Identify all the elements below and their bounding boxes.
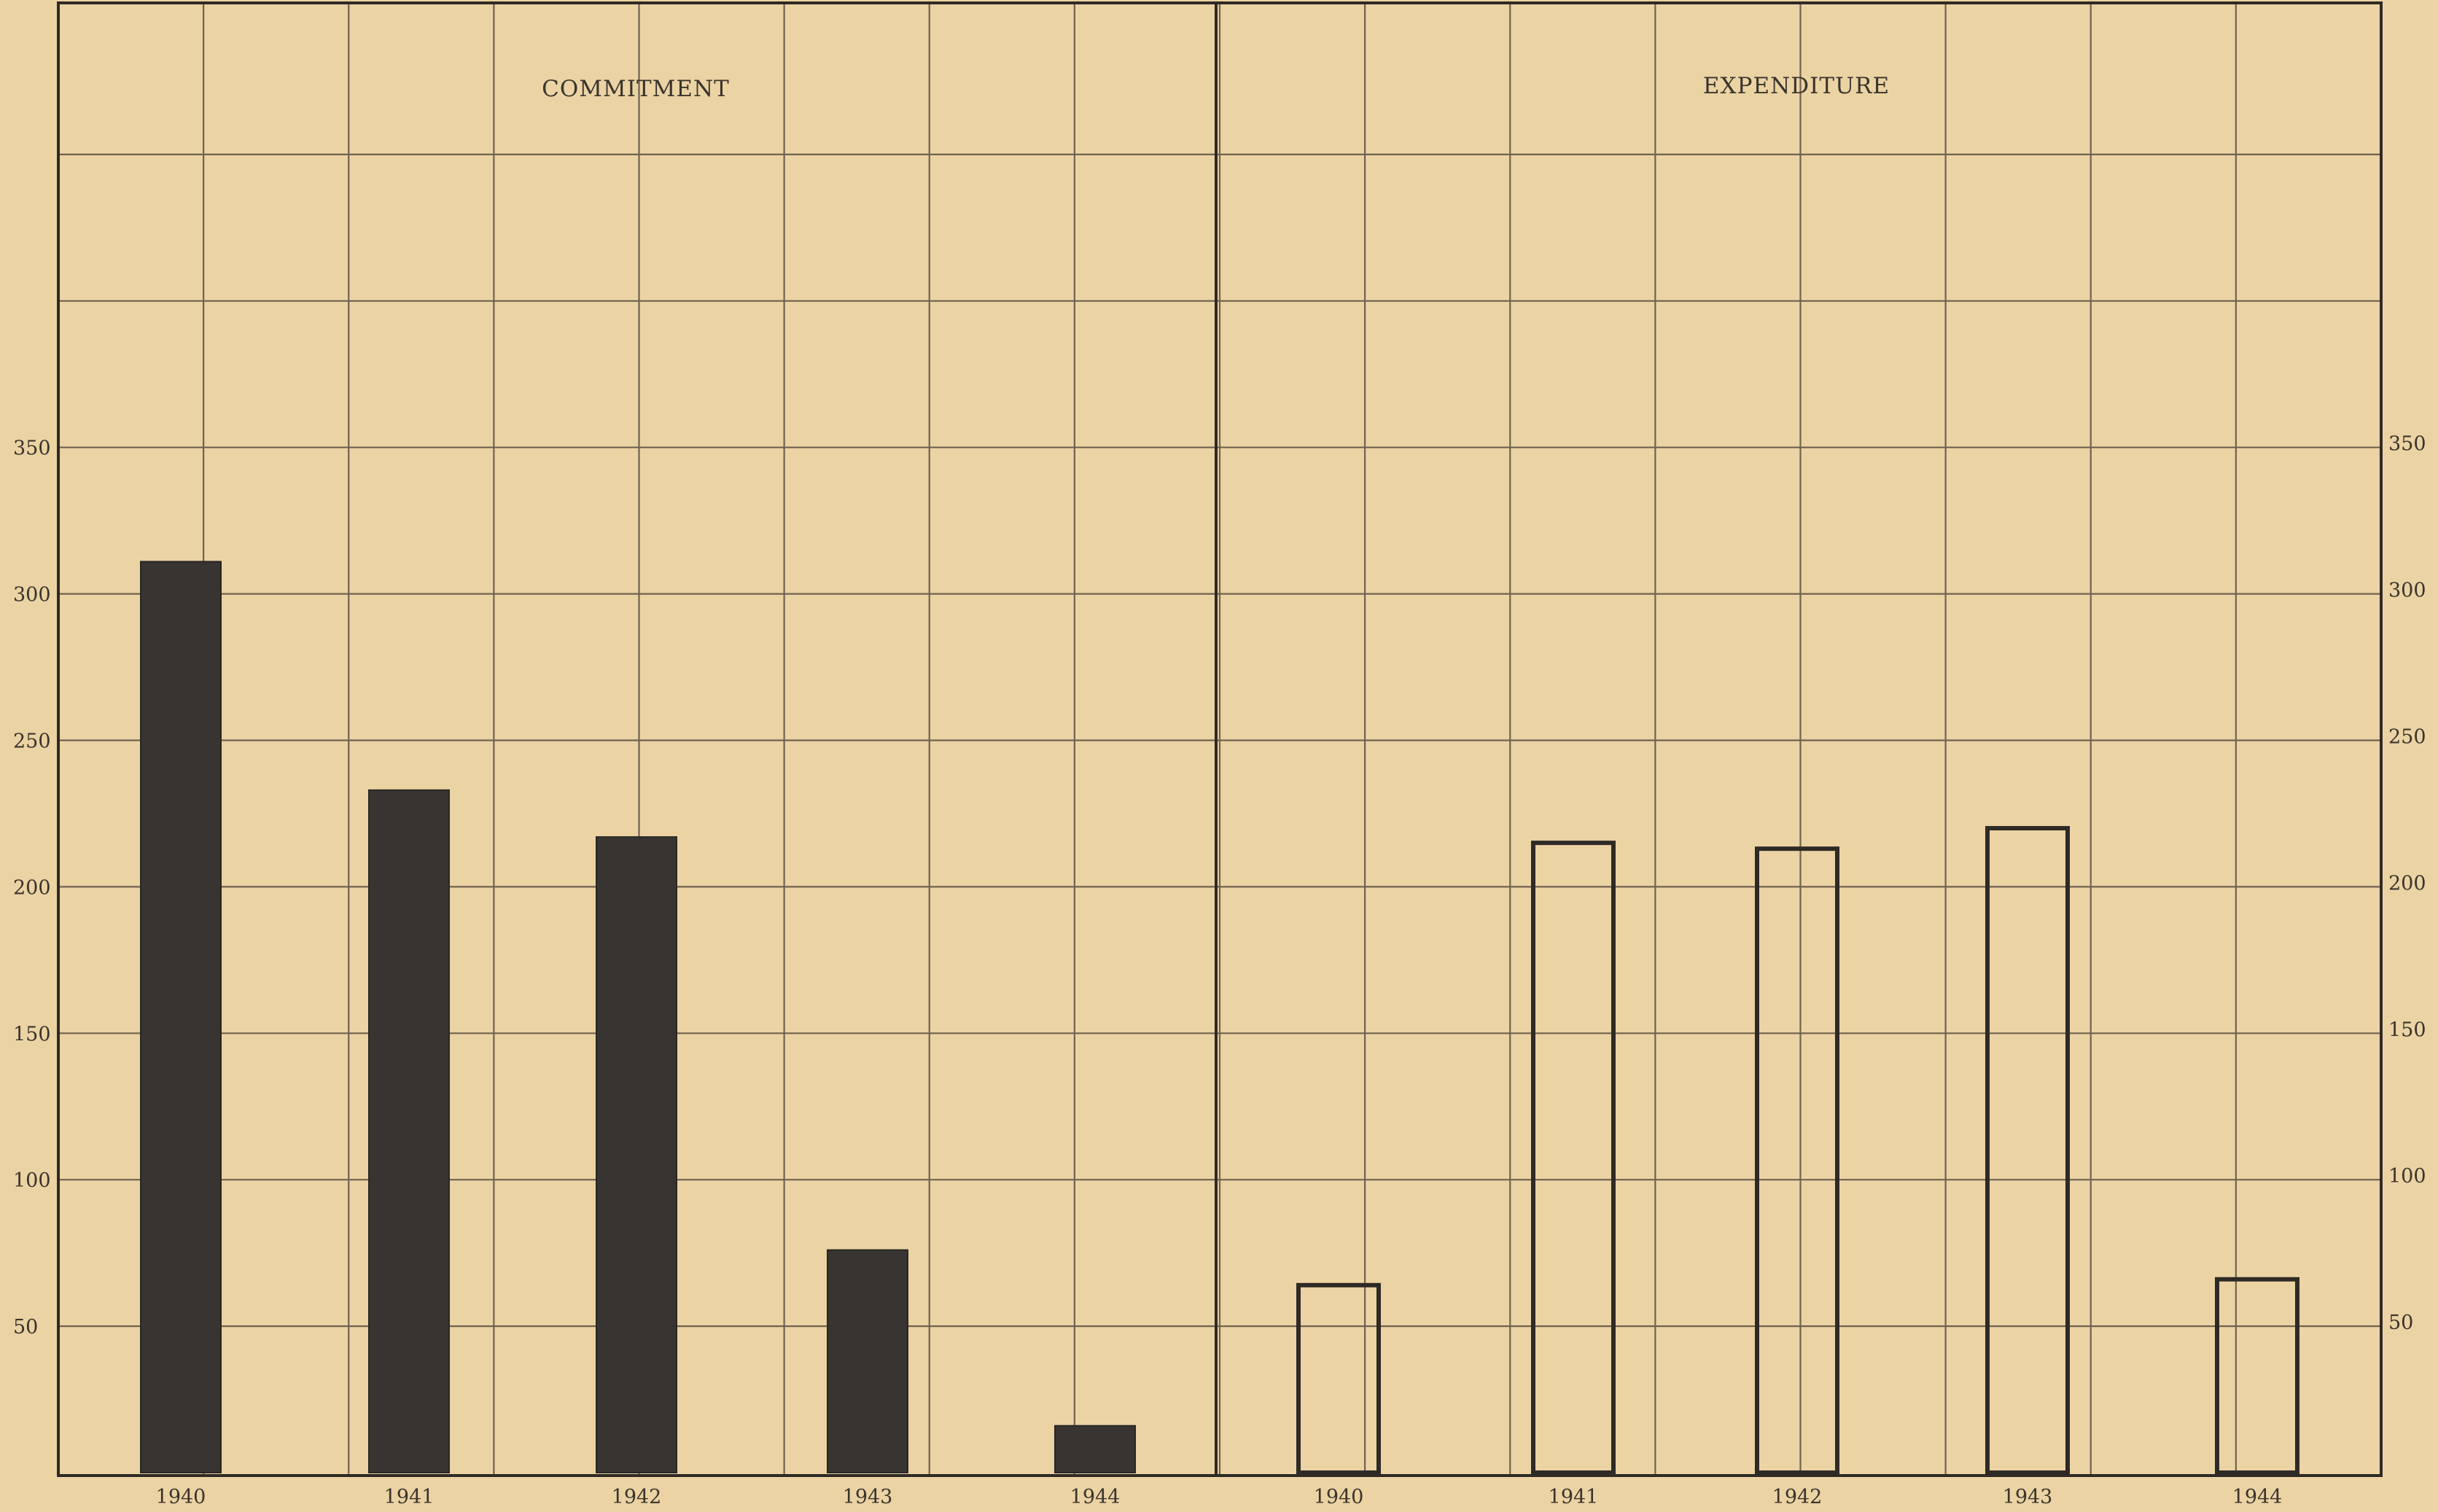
chart-frame: [57, 1, 2383, 1477]
right-y-tick-label: 350: [2388, 433, 2426, 456]
right-y-tick-label: 250: [2388, 726, 2426, 749]
right-y-tick-label: 300: [2388, 580, 2426, 602]
expenditure-x-tick-label: 1942: [1772, 1486, 1823, 1508]
commitment-x-tick-label: 1941: [384, 1486, 435, 1508]
left-y-tick-label: 250: [13, 730, 51, 753]
expenditure-x-tick-label: 1944: [2232, 1486, 2283, 1508]
commitment-x-tick-label: 1942: [612, 1486, 662, 1508]
left-y-tick-label: 200: [13, 876, 51, 899]
left-y-tick-label: 50: [13, 1316, 38, 1338]
left-y-tick-label: 350: [13, 437, 51, 460]
right-y-tick-label: 200: [2388, 872, 2426, 895]
expenditure-x-tick-label: 1941: [1549, 1486, 1599, 1508]
expenditure-bar-1942: [1755, 846, 1839, 1475]
expenditure-bar-1944: [2215, 1277, 2299, 1475]
expenditure-bars: [1296, 826, 2299, 1476]
commitment-bar-1941: [368, 789, 450, 1473]
commitment-x-tick-label: 1944: [1070, 1486, 1121, 1508]
commitment-x-axis: 1940 1941 1942 1943 1944: [156, 1486, 1121, 1508]
expenditure-bar-1943: [1985, 826, 2070, 1476]
expenditure-x-tick-label: 1940: [1314, 1486, 1364, 1508]
left-y-axis: 50 100 150 200 250 300 350: [13, 437, 51, 1338]
expenditure-x-tick-label: 1943: [2003, 1486, 2053, 1508]
commitment-x-tick-label: 1943: [843, 1486, 893, 1508]
expenditure-bar-1941: [1531, 841, 1616, 1475]
left-y-tick-label: 100: [13, 1169, 51, 1192]
right-y-axis: 50 100 150 200 250 300 350: [2388, 433, 2426, 1334]
left-y-tick-label: 150: [13, 1023, 51, 1045]
expenditure-x-axis: 1940 1941 1942 1943 1944: [1314, 1486, 2283, 1508]
right-y-tick-label: 50: [2388, 1312, 2413, 1334]
commitment-bar-1940: [140, 561, 222, 1473]
commitment-panel-title: COMMITMENT: [542, 76, 730, 102]
right-y-tick-label: 100: [2388, 1165, 2426, 1188]
expenditure-bar-1940: [1296, 1282, 1381, 1476]
commitment-x-tick-label: 1940: [156, 1486, 206, 1508]
right-y-tick-label: 150: [2388, 1018, 2426, 1041]
commitment-bar-1943: [827, 1249, 908, 1473]
commitment-bar-1942: [596, 836, 677, 1473]
left-y-tick-label: 300: [13, 584, 51, 607]
commitment-bars: [140, 561, 1136, 1474]
commitment-bar-1944: [1054, 1425, 1136, 1474]
expenditure-panel-title: EXPENDITURE: [1703, 73, 1890, 99]
